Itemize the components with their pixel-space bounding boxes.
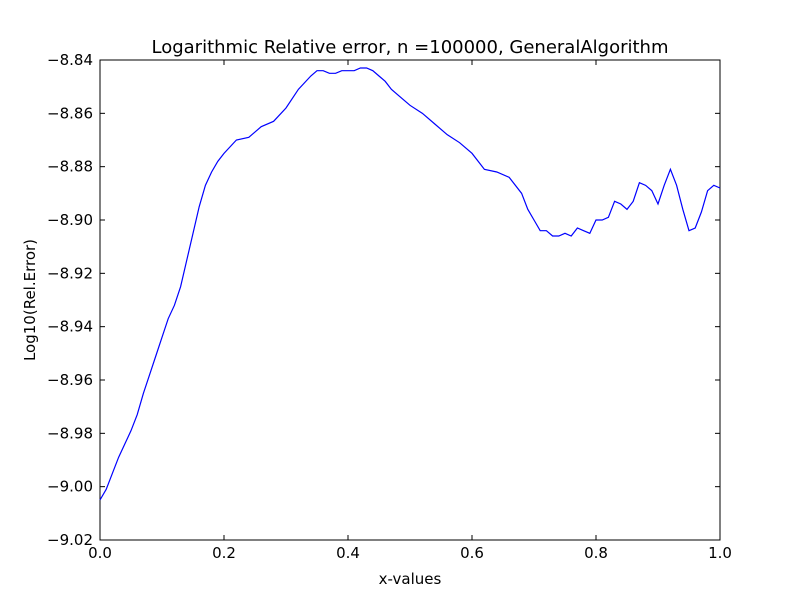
x-tick-label: 0.8 bbox=[584, 544, 608, 562]
series-line bbox=[99, 67, 721, 501]
y-axis-label: Log10(Rel.Error) bbox=[21, 239, 39, 361]
plot-area bbox=[99, 59, 721, 541]
y-tick-label: −8.88 bbox=[47, 158, 93, 176]
y-tick-label: −8.92 bbox=[47, 264, 93, 282]
x-tick-label: 0.0 bbox=[88, 544, 112, 562]
y-tick-label: −8.84 bbox=[47, 51, 93, 69]
y-tick-label: −8.98 bbox=[47, 424, 93, 442]
x-tick-label: 0.2 bbox=[212, 544, 236, 562]
y-tick-label: −8.94 bbox=[47, 318, 93, 336]
y-tick-label: −8.90 bbox=[47, 211, 93, 229]
y-tick-label: −8.96 bbox=[47, 371, 93, 389]
x-axis-label: x-values bbox=[379, 570, 442, 588]
plot-frame bbox=[99, 59, 721, 541]
y-tick-label: −8.86 bbox=[47, 104, 93, 122]
y-axis: −9.02 −9.00 −8.98 −8.96 −8.94 −8.92 −8.90 −8.88… bbox=[47, 51, 720, 549]
y-tick-label: −9.02 bbox=[47, 531, 93, 549]
chart-title: Logarithmic Relative error, n =100000, G… bbox=[152, 37, 669, 58]
x-tick-label: 0.4 bbox=[336, 544, 360, 562]
y-tick-label: −9.00 bbox=[47, 478, 93, 496]
x-axis: 0.0 0.2 0.4 0.6 0.8 1.0 bbox=[88, 60, 732, 562]
x-tick-label: 0.6 bbox=[460, 544, 484, 562]
x-tick-label: 1.0 bbox=[708, 544, 732, 562]
